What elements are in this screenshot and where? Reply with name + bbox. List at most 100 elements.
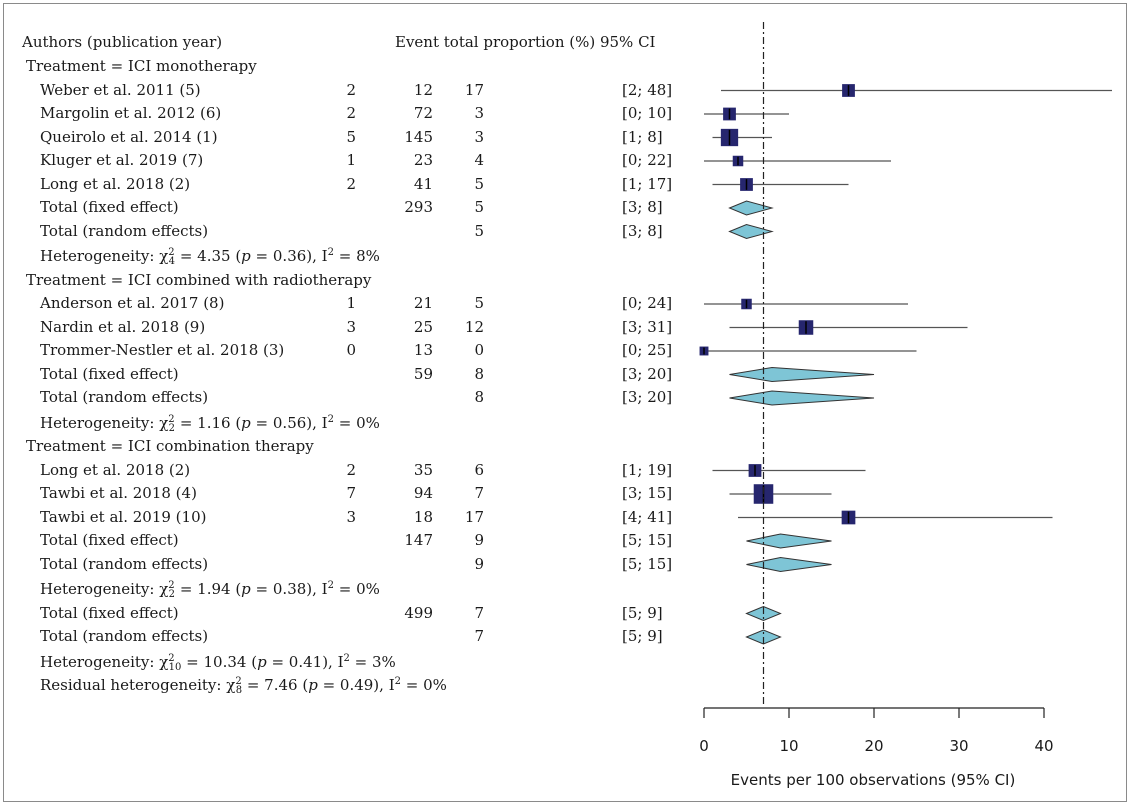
study-ci: [0; 24]	[622, 294, 673, 312]
x-tick-label: 40	[1034, 737, 1053, 755]
study-proportion: 5	[474, 174, 484, 193]
subtotal-fixed-ci: [3; 8]	[622, 198, 663, 216]
subtotal-fixed-proportion: 5	[474, 198, 484, 216]
study-events: 5	[346, 127, 356, 146]
subtotal-fixed-total: 147	[404, 531, 433, 549]
group-heterogeneity: Heterogeneity: χ22 = 1.16 (p = 0.56), I2…	[40, 413, 380, 434]
study-ci: [1; 19]	[622, 460, 673, 479]
study-events: 2	[346, 80, 356, 99]
study-proportion: 4	[474, 151, 484, 169]
study-author: Weber et al. 2011 (5)	[40, 80, 201, 99]
study-proportion: 3	[474, 104, 484, 122]
study-ci: [1; 8]	[622, 127, 663, 146]
study-ci: [4; 41]	[622, 507, 673, 526]
study-ci: [0; 22]	[622, 151, 673, 169]
x-tick-label: 30	[949, 737, 968, 755]
study-events: 1	[346, 294, 356, 312]
study-author: Long et al. 2018 (2)	[40, 460, 191, 479]
overall-fixed-proportion: 7	[474, 603, 484, 622]
overall-fixed-total: 499	[404, 603, 433, 622]
study-events: 2	[346, 174, 356, 193]
subtotal-fixed-proportion: 8	[474, 364, 484, 383]
subtotal-fixed-diamond	[746, 533, 832, 549]
x-tick-label: 10	[779, 737, 798, 755]
study-author: Queirolo et al. 2014 (1)	[40, 127, 218, 146]
subtotal-fixed-ci: [3; 20]	[622, 364, 673, 383]
subtotal-random-proportion: 9	[474, 554, 484, 573]
study-author: Margolin et al. 2012 (6)	[40, 104, 222, 122]
study-author: Trommer-Nestler et al. 2018 (3)	[40, 341, 285, 359]
study-author: Nardin et al. 2018 (9)	[40, 317, 206, 336]
study-proportion: 6	[474, 460, 484, 479]
subtotal-fixed-label: Total (fixed effect)	[40, 531, 179, 549]
subtotal-random-proportion: 5	[474, 221, 484, 240]
study-proportion: 0	[474, 341, 484, 359]
overall-fixed-label: Total (fixed effect)	[40, 603, 179, 622]
study-events: 1	[346, 151, 356, 169]
subtotal-fixed-label: Total (fixed effect)	[40, 198, 179, 216]
study-events: 3	[346, 317, 356, 336]
study-ci: [0; 25]	[622, 341, 673, 359]
subtotal-fixed-proportion: 9	[474, 531, 484, 549]
study-author: Tawbi et al. 2019 (10)	[40, 507, 207, 526]
subtotal-fixed-ci: [5; 15]	[622, 531, 673, 549]
group-label: Treatment = ICI combined with radiothera…	[26, 270, 372, 289]
study-ci: [0; 10]	[622, 104, 673, 122]
subtotal-fixed-total: 293	[404, 198, 433, 216]
study-ci: [3; 15]	[622, 484, 673, 502]
study-total: 25	[413, 317, 433, 336]
study-proportion: 17	[464, 507, 484, 526]
study-total: 12	[413, 80, 433, 99]
group-label: Treatment = ICI monotherapy	[26, 57, 257, 75]
group-heterogeneity: Heterogeneity: χ22 = 1.94 (p = 0.38), I2…	[40, 580, 380, 600]
study-author: Kluger et al. 2019 (7)	[40, 151, 204, 169]
subtotal-random-diamond	[728, 223, 774, 240]
subtotal-fixed-diamond	[728, 200, 774, 216]
x-tick-label: 0	[699, 737, 709, 755]
residual-heterogeneity: Residual heterogeneity: χ28 = 7.46 (p = …	[40, 676, 447, 696]
header-authors: Authors (publication year)	[22, 33, 223, 51]
study-events: 2	[346, 460, 356, 479]
study-events: 2	[346, 104, 356, 122]
study-events: 7	[346, 484, 356, 502]
overall-random-label: Total (random effects)	[40, 627, 209, 645]
group-label: Treatment = ICI combination therapy	[26, 437, 314, 455]
study-proportion: 17	[464, 80, 484, 99]
subtotal-random-proportion: 8	[474, 388, 484, 406]
study-ci: [1; 17]	[622, 174, 673, 193]
subtotal-random-label: Total (random effects)	[40, 388, 209, 406]
study-total: 72	[413, 104, 433, 122]
study-total: 41	[413, 174, 433, 193]
study-total: 35	[413, 460, 433, 479]
study-total: 145	[404, 127, 433, 146]
study-total: 18	[413, 507, 433, 526]
study-events: 3	[346, 507, 356, 526]
overall-random-proportion: 7	[474, 627, 484, 645]
study-proportion: 5	[474, 294, 484, 312]
subtotal-fixed-label: Total (fixed effect)	[40, 364, 179, 383]
group-heterogeneity: Heterogeneity: χ24 = 4.35 (p = 0.36), I2…	[40, 247, 380, 267]
x-tick-label: 20	[864, 737, 883, 755]
study-ci: [2; 48]	[622, 80, 673, 99]
subtotal-fixed-diamond	[729, 366, 875, 383]
x-axis-label: Events per 100 observations (95% CI)	[731, 771, 1016, 789]
study-events: 0	[346, 341, 356, 359]
study-proportion: 3	[474, 127, 484, 146]
study-author: Tawbi et al. 2018 (4)	[40, 484, 197, 502]
subtotal-random-ci: [3; 8]	[622, 221, 663, 240]
header-stats: Event total proportion (%) 95% CI	[395, 33, 656, 51]
overall-random-ci: [5; 9]	[622, 627, 663, 645]
subtotal-random-diamond	[746, 556, 832, 573]
subtotal-fixed-total: 59	[413, 364, 433, 383]
study-author: Long et al. 2018 (2)	[40, 174, 191, 193]
figure-frame	[3, 3, 1127, 802]
subtotal-random-diamond	[729, 390, 875, 406]
study-proportion: 12	[464, 317, 484, 336]
overall-fixed-ci: [5; 9]	[622, 603, 663, 622]
study-total: 94	[413, 484, 433, 502]
subtotal-random-label: Total (random effects)	[40, 221, 209, 240]
overall-heterogeneity: Heterogeneity: χ210 = 10.34 (p = 0.41), …	[40, 652, 396, 673]
study-ci: [3; 31]	[622, 317, 673, 336]
study-total: 13	[413, 341, 433, 359]
